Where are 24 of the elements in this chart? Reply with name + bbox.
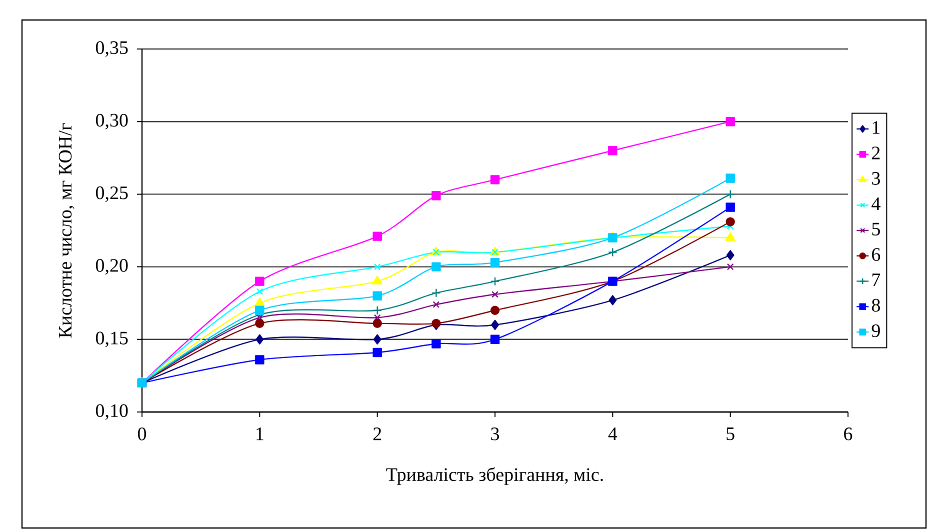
y-tick-label: 0,35 (96, 41, 128, 57)
legend-label: 8 (872, 298, 880, 312)
legend-label: 1 (872, 121, 880, 134)
y-tick-label: 0,25 (96, 186, 128, 202)
x-tick-label: 6 (844, 428, 852, 440)
x-tick-label: 4 (608, 428, 618, 440)
legend-label: 7 (872, 274, 880, 286)
legend-label: 4 (872, 197, 880, 210)
y-tick-label: 0,10 (96, 404, 128, 420)
x-tick-label: 1 (256, 428, 264, 440)
x-axis-title: Тривалість зберігання, міс. (386, 467, 603, 485)
legend-label: 2 (872, 146, 880, 160)
legend-label: 9 (872, 324, 880, 338)
x-tick-label: 0 (138, 428, 146, 440)
legend-label: 6 (872, 248, 880, 261)
legend-label: 5 (872, 222, 880, 236)
legend-label: 3 (872, 172, 880, 185)
y-tick-label: 0,15 (96, 332, 128, 348)
x-tick-label: 3 (491, 428, 500, 440)
x-tick-label: 5 (726, 428, 734, 440)
y-axis-title: Кислотне число, мг КОН/г (58, 123, 74, 338)
x-tick-label: 2 (373, 428, 382, 440)
y-tick-label: 0,20 (96, 259, 128, 275)
y-tick-label: 0,30 (96, 114, 128, 130)
